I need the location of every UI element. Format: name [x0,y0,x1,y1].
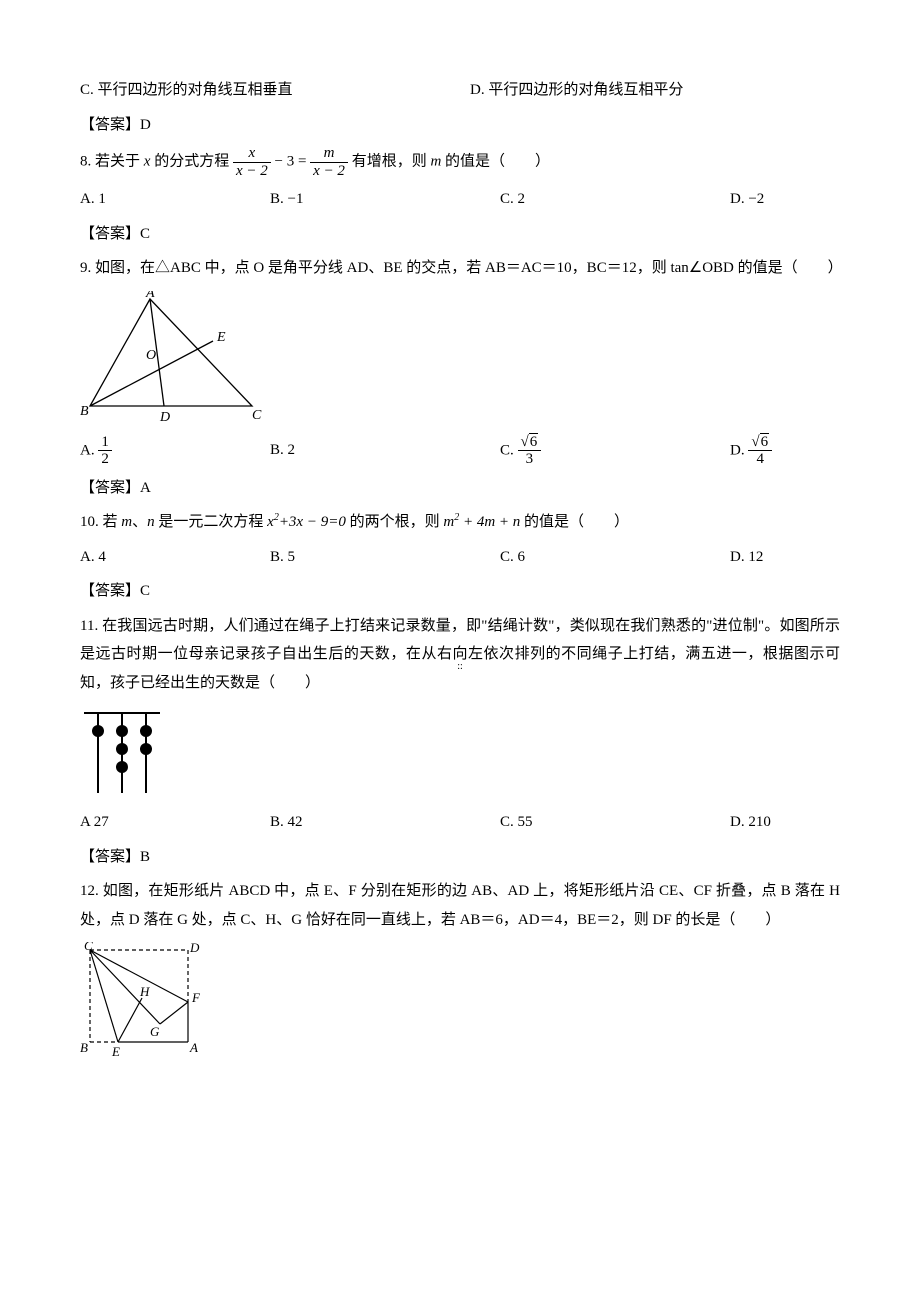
q9-opt-b: B. 2 [270,436,500,465]
lbl-A2: A [189,1040,198,1055]
q9-d-frac: √6 4 [748,434,772,468]
q10-m: m [121,514,132,530]
q8-mid: 的分式方程 [150,153,233,169]
q9-opt-c: C. √6 3 [500,434,730,468]
lbl-H2: H [139,984,150,999]
q8-answer: 【答案】C [80,220,840,249]
q7-options-cd: C. 平行四边形的对角线互相垂直 D. 平行四边形的对角线互相平分 [80,76,840,105]
q10-opt-a: A. 4 [80,543,270,572]
lbl-F2: F [191,990,201,1005]
q9-a-frac: 1 2 [98,434,112,468]
q11-options: A 27 B. 42 C. 55 D. 210 [80,808,840,837]
q8-opt-a: A. 1 [80,185,270,214]
q11-answer: 【答案】B [80,843,840,872]
q10-sep: 、 [132,514,147,530]
q11-opt-c: C. 55 [500,808,730,837]
q9-answer: 【答案】A [80,474,840,503]
lbl-G2: G [150,1024,160,1039]
q10-end: 的值是（ ） [520,514,629,530]
lbl-E2: E [111,1044,120,1059]
q10-options: A. 4 B. 5 C. 6 D. 12 [80,543,840,572]
q11-opt-a: A 27 [80,808,270,837]
q9-c-num: √6 [518,434,542,452]
q8-lhs-frac: x x − 2 [233,145,271,179]
q9-a-label: A. [80,442,98,458]
q10-expr: m2 + 4m + n [443,514,520,530]
q9-options: A. 1 2 B. 2 C. √6 3 D. √6 4 [80,434,840,468]
q8-rhs-frac: m x − 2 [310,145,348,179]
q8-rhs-den: x − 2 [310,163,348,180]
lbl-B2: B [80,1040,88,1055]
q8-m: m [430,153,441,169]
lbl-C: C [252,408,262,423]
q9-a-num: 1 [98,434,112,452]
q10-stem: 10. 若 m、n 是一元二次方程 x2+3x − 9=0 的两个根，则 m2 … [80,508,840,537]
q7-opt-d: D. 平行四边形的对角线互相平分 [470,76,683,105]
q10-pre: 10. 若 [80,514,121,530]
lbl-A: A [145,291,155,301]
q11-figure [80,705,170,800]
q9-d-den: 4 [748,451,772,468]
q9-d-label: D. [730,442,748,458]
center-dot: :: [457,652,463,681]
q8-options: A. 1 B. −1 C. 2 D. −2 [80,185,840,214]
q8-stem: 8. 若关于 x 的分式方程 x x − 2 − 3 = m x − 2 有增根… [80,145,840,179]
q10-mid2: 的两个根，则 [346,514,444,530]
lbl-D2: D [189,942,200,955]
q9-d-num: √6 [748,434,772,452]
q10-eq: x2+3x − 9=0 [267,514,346,530]
q9-c-frac: √6 3 [518,434,542,468]
q10-opt-c: C. 6 [500,543,730,572]
q9-opt-d: D. √6 4 [730,434,840,468]
q8-lhs-den: x − 2 [233,163,271,180]
q11-opt-b: B. 42 [270,808,500,837]
q10-opt-d: D. 12 [730,543,840,572]
q9-a-den: 2 [98,451,112,468]
q12-stem: 12. 如图，在矩形纸片 ABCD 中，点 E、F 分别在矩形的边 AB、AD … [80,877,840,934]
q8-lhs-num: x [233,145,271,163]
q9-c-den: 3 [518,451,542,468]
lbl-E: E [216,330,226,345]
q8-end: 的值是（ ） [441,153,550,169]
q8-opt-b: B. −1 [270,185,500,214]
q10-mid: 是一元二次方程 [155,514,268,530]
q9-figure: A B C D E O [80,291,270,426]
q10-n: n [147,514,155,530]
q7-answer: 【答案】D [80,111,840,140]
q8-opt-d: D. −2 [730,185,840,214]
q12-figure: C D B A E F H G [80,942,210,1060]
q8-post: 有增根，则 [352,153,431,169]
q10-opt-b: B. 5 [270,543,500,572]
lbl-O: O [146,348,156,363]
q9-c-label: C. [500,442,518,458]
q8-rhs-num: m [310,145,348,163]
q10-answer: 【答案】C [80,577,840,606]
lbl-C2: C [84,942,93,953]
q7-opt-c: C. 平行四边形的对角线互相垂直 [80,76,470,105]
q8-minus: − 3 = [274,153,310,169]
q8-pre: 8. 若关于 [80,153,144,169]
q8-opt-c: C. 2 [500,185,730,214]
lbl-B: B [80,404,89,419]
q9-stem: 9. 如图，在△ABC 中，点 O 是角平分线 AD、BE 的交点，若 AB＝A… [80,254,840,283]
q11-opt-d: D. 210 [730,808,840,837]
q9-opt-a: A. 1 2 [80,434,270,468]
lbl-D: D [159,410,170,425]
